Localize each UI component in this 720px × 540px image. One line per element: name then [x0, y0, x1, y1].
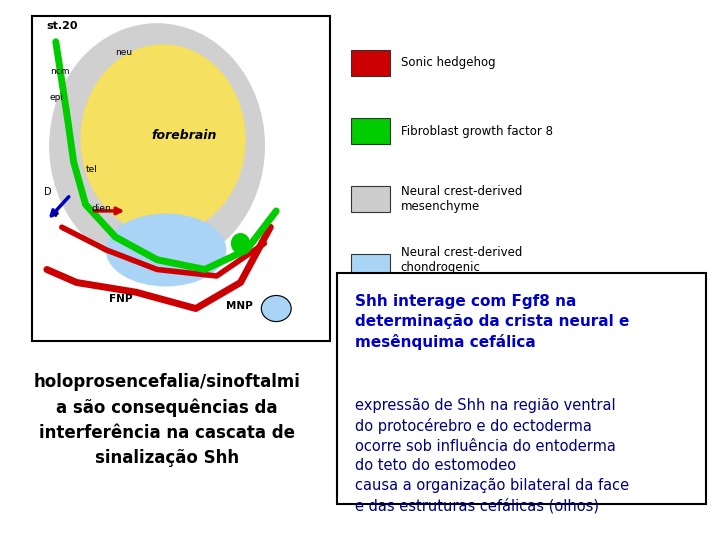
Text: Sonic hedgehog: Sonic hedgehog	[401, 57, 495, 70]
Text: dien: dien	[91, 204, 112, 213]
Bar	[337, 273, 706, 504]
Ellipse shape	[50, 24, 264, 268]
Bar	[32, 16, 330, 341]
Text: FNP: FNP	[109, 294, 133, 304]
Text: v: v	[53, 210, 58, 219]
Text: D: D	[44, 187, 52, 197]
Ellipse shape	[261, 295, 291, 321]
Bar	[351, 186, 390, 213]
Ellipse shape	[107, 214, 225, 286]
Text: Shh interage com Fgf8 na
determinação da crista neural e
mesênquima cefálica: Shh interage com Fgf8 na determinação da…	[355, 294, 629, 350]
Text: neu: neu	[115, 48, 132, 57]
Text: Neural crest-derived
mesenchyme: Neural crest-derived mesenchyme	[401, 185, 522, 213]
Text: ncm: ncm	[50, 68, 69, 76]
Ellipse shape	[232, 234, 249, 253]
Text: MNP: MNP	[225, 301, 252, 310]
Bar	[351, 254, 390, 281]
Text: epi: epi	[50, 93, 64, 102]
Bar	[351, 50, 390, 76]
Text: forebrain: forebrain	[151, 130, 217, 143]
Text: st.20: st.20	[47, 21, 78, 31]
Text: holoprosencefalia/sinoftalmi
a são consequências da
interferência na cascata de
: holoprosencefalia/sinoftalmi a são conse…	[33, 373, 300, 467]
Bar	[351, 118, 390, 144]
Ellipse shape	[81, 45, 245, 234]
Text: Neural crest-derived
chondrogenic
mesenchyme: Neural crest-derived chondrogenic mesenc…	[401, 246, 522, 289]
Text: expressão de Shh na região ventral
do protocérebro e do ectoderma
ocorre sob inf: expressão de Shh na região ventral do pr…	[355, 397, 629, 514]
Text: Fibroblast growth factor 8: Fibroblast growth factor 8	[401, 125, 553, 138]
Text: tel: tel	[86, 165, 97, 174]
